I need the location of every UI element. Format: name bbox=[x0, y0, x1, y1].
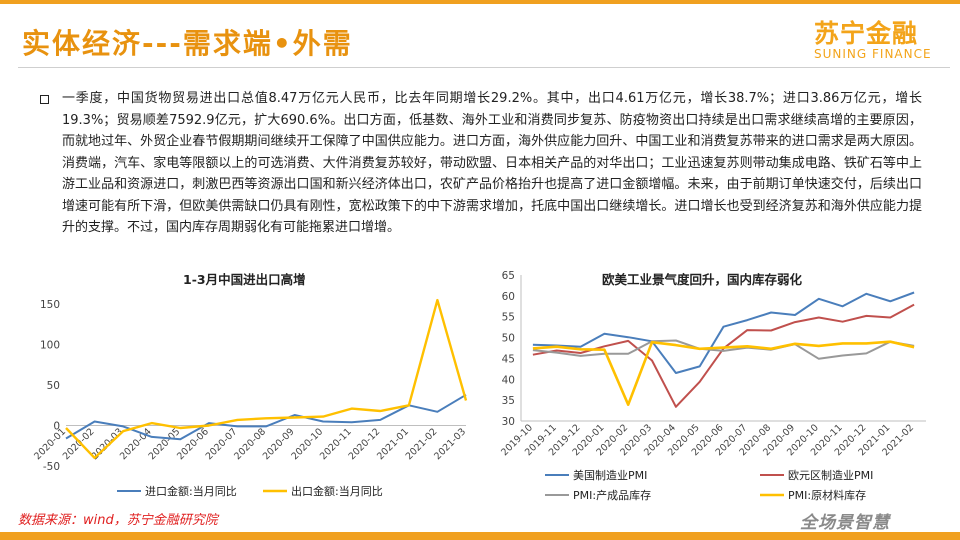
series-line bbox=[65, 393, 467, 441]
y-tick-label: 45 bbox=[502, 353, 515, 365]
y-tick-label: 30 bbox=[502, 416, 515, 428]
y-tick-label: 50 bbox=[502, 333, 515, 345]
brand-logo-subtitle: SUNING FINANCE bbox=[814, 47, 932, 61]
legend-label: PMI:产成品库存 bbox=[573, 488, 651, 502]
data-source-note: 数据来源：wind，苏宁金融研究院 bbox=[18, 513, 218, 528]
brand-logo-text: 苏宁金融 bbox=[814, 19, 919, 48]
y-tick-label: 60 bbox=[502, 291, 515, 303]
y-tick-label: 100 bbox=[40, 340, 60, 352]
square-bullet-icon bbox=[40, 95, 49, 104]
y-tick-label: 0 bbox=[53, 421, 60, 433]
y-tick-label: 35 bbox=[502, 395, 515, 407]
y-tick-label: 55 bbox=[502, 312, 515, 324]
series-line bbox=[532, 340, 915, 407]
legend-label: 进口金额:当月同比 bbox=[145, 484, 237, 498]
legend-label: 美国制造业PMI bbox=[573, 468, 647, 482]
legend-label: PMI:原材料库存 bbox=[788, 488, 866, 502]
top-accent-bar bbox=[0, 0, 960, 4]
header-divider bbox=[18, 67, 950, 68]
y-tick-label: 40 bbox=[502, 374, 515, 386]
series-line bbox=[532, 339, 915, 360]
chart1-title: 1-3月中国进出口高增 bbox=[183, 272, 306, 287]
series-line bbox=[532, 291, 915, 374]
y-tick-label: 150 bbox=[40, 299, 60, 311]
series-line bbox=[65, 298, 468, 460]
page-title: 实体经济---需求端•外需 bbox=[22, 27, 353, 60]
bottom-accent-bar bbox=[0, 532, 960, 540]
y-tick-label: 65 bbox=[502, 270, 515, 282]
summary-paragraph: 一季度，中国货物贸易进出口总值8.47万亿元人民币，比去年同期增长29.2%。其… bbox=[62, 91, 922, 235]
y-tick-label: 50 bbox=[47, 380, 60, 392]
legend-label: 出口金额:当月同比 bbox=[291, 484, 383, 498]
legend-label: 欧元区制造业PMI bbox=[788, 468, 873, 482]
chart2-title: 欧美工业景气度回升，国内库存弱化 bbox=[602, 272, 803, 287]
y-tick-label: -50 bbox=[43, 461, 60, 473]
slogan-text: 全场景智慧 bbox=[800, 513, 890, 533]
